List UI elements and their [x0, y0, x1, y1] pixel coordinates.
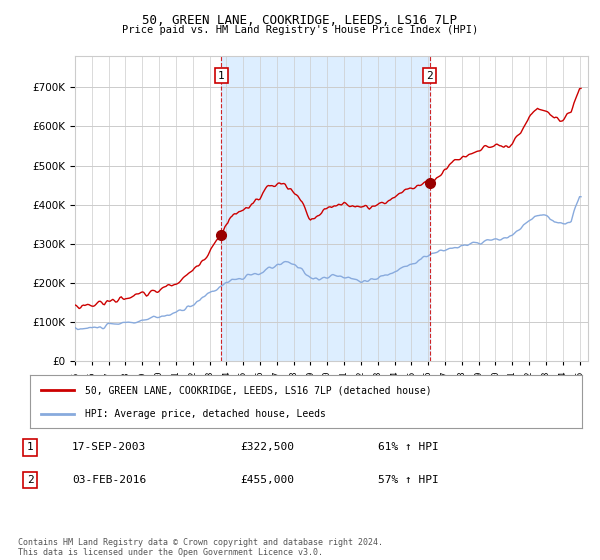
Text: HPI: Average price, detached house, Leeds: HPI: Average price, detached house, Leed…	[85, 408, 326, 418]
Text: 03-FEB-2016: 03-FEB-2016	[72, 475, 146, 485]
Text: £455,000: £455,000	[240, 475, 294, 485]
Text: 17-SEP-2003: 17-SEP-2003	[72, 442, 146, 452]
Text: Price paid vs. HM Land Registry's House Price Index (HPI): Price paid vs. HM Land Registry's House …	[122, 25, 478, 35]
Text: 1: 1	[26, 442, 34, 452]
Text: 2: 2	[426, 71, 433, 81]
Text: 50, GREEN LANE, COOKRIDGE, LEEDS, LS16 7LP: 50, GREEN LANE, COOKRIDGE, LEEDS, LS16 7…	[143, 14, 458, 27]
Text: 2: 2	[26, 475, 34, 485]
Text: 57% ↑ HPI: 57% ↑ HPI	[378, 475, 439, 485]
Text: 61% ↑ HPI: 61% ↑ HPI	[378, 442, 439, 452]
Bar	[221, 56, 430, 361]
Text: £322,500: £322,500	[240, 442, 294, 452]
Text: Contains HM Land Registry data © Crown copyright and database right 2024.
This d: Contains HM Land Registry data © Crown c…	[18, 538, 383, 557]
Text: 1: 1	[218, 71, 225, 81]
Text: 50, GREEN LANE, COOKRIDGE, LEEDS, LS16 7LP (detached house): 50, GREEN LANE, COOKRIDGE, LEEDS, LS16 7…	[85, 385, 432, 395]
